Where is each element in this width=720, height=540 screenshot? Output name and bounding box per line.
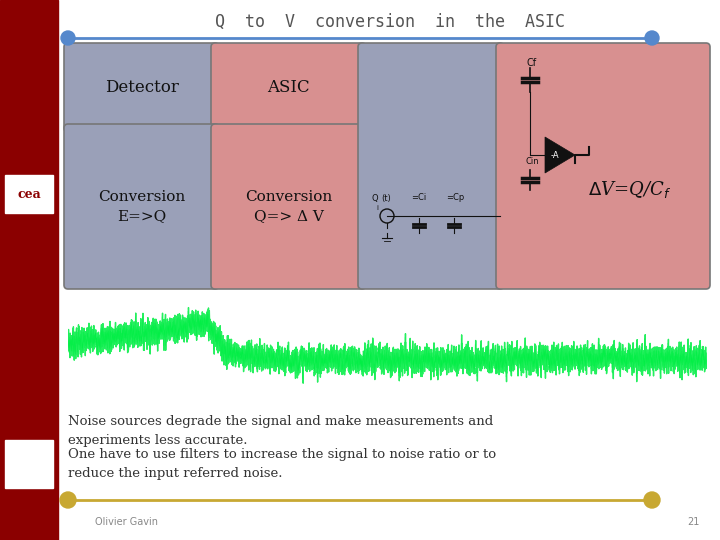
Text: ASIC: ASIC — [267, 79, 310, 96]
FancyBboxPatch shape — [496, 43, 710, 289]
Text: Conversion
Q=> Δ V: Conversion Q=> Δ V — [245, 190, 332, 223]
Text: Q  to  V  conversion  in  the  ASIC: Q to V conversion in the ASIC — [215, 13, 565, 31]
Bar — [5, 440, 53, 488]
FancyBboxPatch shape — [211, 43, 366, 132]
Text: =Cp: =Cp — [446, 193, 464, 202]
Text: cea: cea — [17, 187, 41, 200]
Text: Noise sources degrade the signal and make measurements and
experiments less accu: Noise sources degrade the signal and mak… — [68, 415, 493, 447]
Text: -A: -A — [551, 151, 559, 159]
Text: 21: 21 — [688, 517, 700, 527]
FancyBboxPatch shape — [358, 43, 504, 289]
Circle shape — [645, 31, 659, 45]
FancyBboxPatch shape — [64, 124, 219, 289]
Polygon shape — [545, 137, 575, 173]
Text: Q: Q — [372, 193, 379, 202]
Text: i: i — [376, 205, 378, 211]
Text: Olivier Gavin: Olivier Gavin — [95, 517, 158, 527]
FancyBboxPatch shape — [64, 43, 219, 132]
Circle shape — [61, 31, 75, 45]
Text: Conversion
E=>Q: Conversion E=>Q — [98, 190, 185, 223]
Text: Cf: Cf — [527, 58, 537, 68]
Text: $\Delta$V=Q/C$_f$: $\Delta$V=Q/C$_f$ — [588, 179, 672, 200]
Text: Detector: Detector — [104, 79, 179, 96]
Bar — [0, 0, 58, 540]
Circle shape — [60, 492, 76, 508]
FancyBboxPatch shape — [211, 124, 366, 289]
Text: (t): (t) — [381, 193, 391, 202]
Bar — [5, 175, 53, 213]
Text: One have to use filters to increase the signal to noise ratio or to
reduce the i: One have to use filters to increase the … — [68, 448, 496, 480]
Text: =Ci: =Ci — [411, 193, 426, 202]
Text: Cin: Cin — [525, 158, 539, 166]
Circle shape — [644, 492, 660, 508]
